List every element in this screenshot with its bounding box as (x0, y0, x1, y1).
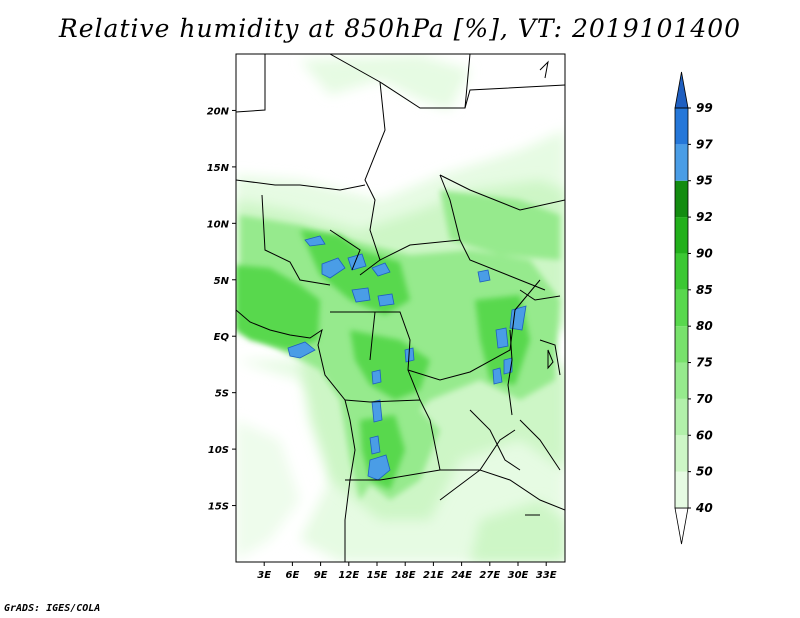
lon-tick-label: 21E (423, 570, 444, 581)
colorbar-label: 70 (696, 392, 713, 406)
colorbar-label: 80 (696, 319, 713, 333)
colorbar-label: 40 (695, 501, 713, 515)
lat-tick-label: 15N (207, 163, 230, 174)
rh-saturated-patches (287, 235, 527, 481)
lon-tick-label: 30E (508, 570, 529, 581)
lon-tick-label: 6E (286, 570, 300, 581)
colorbar-segment (675, 108, 688, 145)
colorbar-segment (675, 471, 688, 508)
lon-tick-label: 9E (314, 570, 328, 581)
colorbar-segment (675, 144, 688, 181)
colorbar-segment (675, 253, 688, 290)
colorbar-segment (675, 217, 688, 254)
grads-credit: GrADS: IGES/COLA (4, 603, 101, 614)
lat-tick-label: 5N (214, 276, 230, 287)
colorbar-label: 90 (696, 246, 713, 260)
lat-tick-label: 10S (208, 445, 229, 456)
colorbar-segment (675, 398, 688, 436)
rh-region-85-cameroon (300, 230, 410, 315)
colorbar-label: 75 (696, 356, 713, 370)
map-title: Relative humidity at 850hPa [%], VT: 201… (58, 14, 742, 43)
lon-tick-label: 27E (479, 570, 500, 581)
lon-tick-label: 24E (451, 570, 472, 581)
lat-tick-label: EQ (214, 332, 230, 343)
colorbar-label: 99 (696, 101, 713, 115)
coastline (236, 309, 356, 562)
lon-tick-label: 3E (257, 570, 271, 581)
colorbar-label: 95 (696, 174, 713, 188)
colorbar-label: 50 (696, 465, 713, 479)
colorbar-label: 60 (696, 428, 713, 442)
colorbar-label: 85 (696, 283, 713, 297)
lat-tick-label: 20N (207, 106, 230, 117)
colorbar-segment (675, 289, 688, 327)
colorbar-segment (675, 326, 688, 363)
colorbar-low-arrow (674, 507, 689, 545)
colorbar-label: 92 (696, 210, 713, 224)
rh-region-light-north (300, 55, 470, 110)
colorbar-high-arrow (674, 71, 689, 109)
rh-region-light-southwest (236, 420, 300, 560)
lon-tick-label: 33E (536, 570, 557, 581)
map-frame (235, 53, 566, 563)
colorbar-segment (675, 362, 688, 399)
latitude-axis: 20N 15N 10N 5N EQ 5S 10S 15S (207, 106, 236, 513)
lat-tick-label: 10N (207, 219, 230, 230)
colorbar-segment (675, 180, 688, 218)
longitude-axis: 3E 6E 9E 12E 15E 18E 21E 24E 27E 30E 33E (257, 562, 557, 581)
lon-tick-label: 15E (367, 570, 388, 581)
lat-tick-label: 5S (215, 389, 229, 400)
colorbar-frame (674, 107, 689, 509)
lon-tick-label: 18E (395, 570, 416, 581)
rh-region-85-west (236, 265, 320, 350)
colorbar: 40 50 60 70 75 80 85 90 92 95 97 99 (674, 71, 713, 545)
country-borders (236, 54, 565, 562)
rh-region-60-se (470, 500, 565, 562)
lat-tick-label: 15S (208, 502, 229, 513)
lon-tick-label: 12E (338, 570, 359, 581)
colorbar-segment (675, 435, 688, 472)
humidity-field (236, 54, 565, 562)
colorbar-label: 97 (696, 137, 713, 151)
